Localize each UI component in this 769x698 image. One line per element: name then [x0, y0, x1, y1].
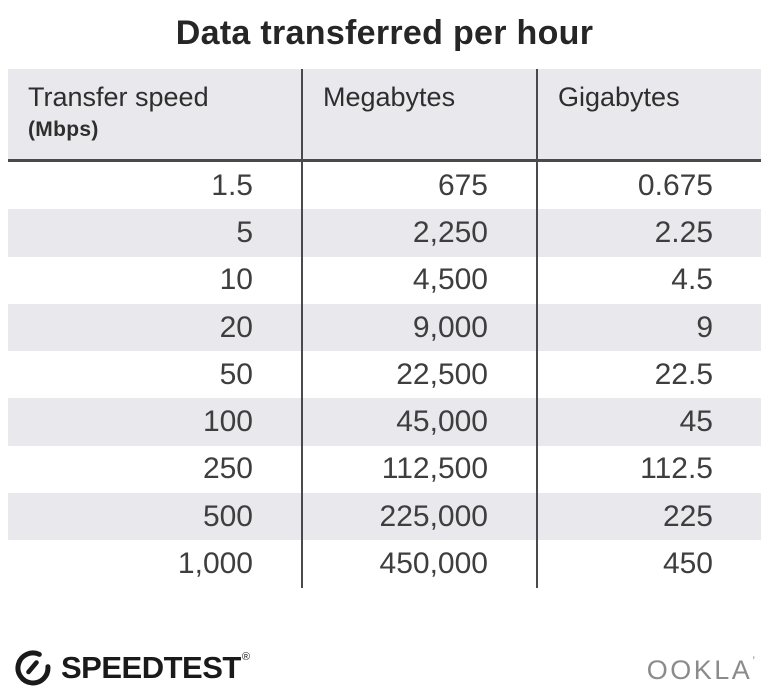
cell-speed: 1,000	[8, 540, 303, 588]
cell-megabytes: 112,500	[303, 445, 538, 494]
footer: SPEEDTEST ® OOKLA ’	[14, 648, 755, 692]
cell-speed: 500	[8, 493, 303, 541]
cell-speed: 250	[8, 445, 303, 494]
cell-gigabytes: 450	[662, 547, 713, 581]
table-row: 10 4,500 4.5	[8, 256, 761, 304]
cell-gigabytes: 45	[679, 405, 713, 439]
cell-speed: 1.5	[8, 162, 303, 210]
cell-megabytes: 225,000	[303, 493, 538, 541]
header-gigabytes: Gigabytes	[558, 82, 680, 112]
speedtest-wordmark: SPEEDTEST	[61, 649, 241, 685]
header-megabytes: Megabytes	[303, 69, 538, 159]
cell-megabytes: 675	[303, 162, 538, 210]
header-transfer-speed: Transfer speed (Mbps)	[8, 69, 303, 159]
cell-speed: 20	[8, 303, 303, 352]
table-row: 1,000 450,000 450	[8, 540, 761, 588]
cell-megabytes: 22,500	[303, 351, 538, 399]
cell-megabytes: 9,000	[303, 303, 538, 352]
speedtest-logo: SPEEDTEST ®	[14, 649, 250, 692]
table-header-row: Transfer speed (Mbps) Megabytes Gigabyte…	[8, 69, 761, 162]
page-title: Data transferred per hour	[175, 14, 594, 52]
table-row: 20 9,000 9	[8, 303, 761, 352]
cell-gigabytes: 9	[696, 310, 713, 344]
table-row: 1.5 675 0.675	[8, 162, 761, 210]
cell-gigabytes: 112.5	[640, 452, 713, 486]
data-table: Transfer speed (Mbps) Megabytes Gigabyte…	[8, 69, 761, 588]
cell-gigabytes: 225	[662, 499, 713, 533]
cell-speed: 100	[8, 398, 303, 446]
registered-trademark-mark: ®	[241, 650, 250, 663]
cell-gigabytes: 2.25	[654, 215, 713, 249]
table-row: 250 112,500 112.5	[8, 445, 761, 494]
cell-megabytes: 4,500	[303, 256, 538, 304]
header-transfer-speed-label: Transfer speed	[28, 82, 209, 112]
cell-gigabytes: 0.675	[637, 168, 713, 202]
table-row: 50 22,500 22.5	[8, 351, 761, 399]
table-row: 100 45,000 45	[8, 398, 761, 446]
table-row: 5 2,250 2.25	[8, 209, 761, 257]
cell-gigabytes: 22.5	[654, 357, 713, 391]
cell-gigabytes: 4.5	[671, 263, 713, 297]
cell-speed: 5	[8, 209, 303, 257]
table-row: 500 225,000 225	[8, 493, 761, 541]
cell-speed: 50	[8, 351, 303, 399]
cell-megabytes: 450,000	[303, 540, 538, 588]
ookla-logo: OOKLA ’	[647, 655, 755, 686]
ookla-trademark-mark: ’	[752, 653, 755, 668]
ookla-wordmark: OOKLA	[646, 654, 753, 685]
header-mbps-unit: (Mbps)	[28, 118, 99, 141]
cell-megabytes: 45,000	[303, 398, 538, 446]
cell-speed: 10	[8, 256, 303, 304]
speedtest-gauge-icon	[14, 649, 52, 692]
cell-megabytes: 2,250	[303, 209, 538, 257]
